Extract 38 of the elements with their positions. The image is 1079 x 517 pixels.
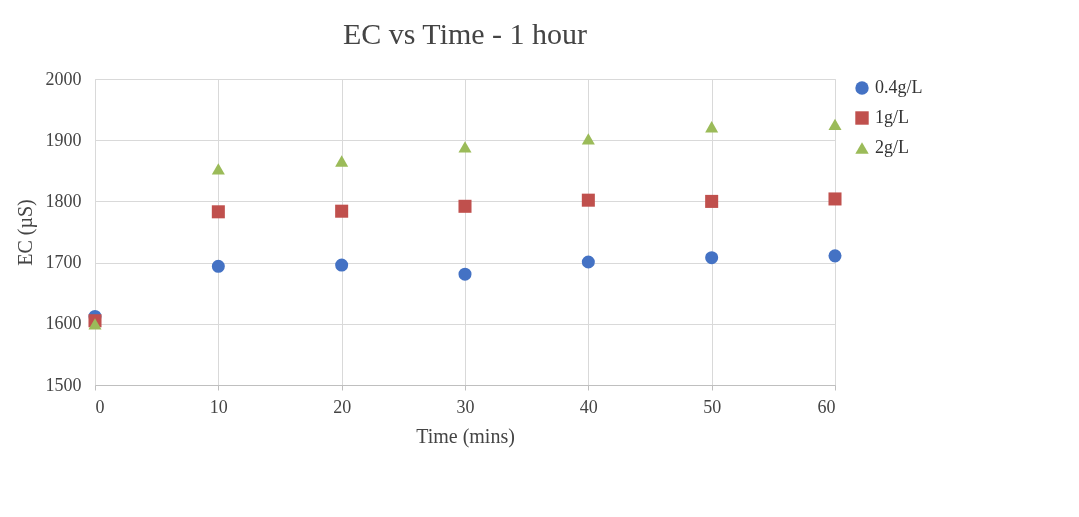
chart-title: EC vs Time - 1 hour — [342, 17, 588, 50]
point — [335, 258, 349, 272]
x-tick-label: 40 — [579, 396, 598, 417]
point — [705, 121, 719, 133]
y-tick-label: 1900 — [45, 129, 82, 150]
point — [458, 141, 472, 153]
x-tick-label: 0 — [95, 396, 105, 417]
legend-label: 0.4g/L — [875, 77, 923, 97]
point — [828, 249, 842, 263]
point — [581, 255, 595, 269]
legend-label: 2g/L — [875, 137, 909, 157]
point — [581, 193, 595, 207]
point — [705, 194, 719, 208]
point — [581, 133, 595, 145]
point — [705, 251, 719, 265]
legend-label: 1g/L — [875, 107, 909, 127]
point — [211, 205, 225, 219]
x-tick-label: 30 — [456, 396, 475, 417]
y-tick-label: 1700 — [45, 252, 82, 273]
x-tick-label: 20 — [333, 396, 352, 417]
x-axis-title: Time (mins) — [416, 424, 515, 448]
point — [88, 318, 102, 330]
point — [458, 267, 472, 281]
point — [211, 163, 225, 175]
x-tick-label: 50 — [703, 396, 722, 417]
y-tick-label: 2000 — [45, 68, 82, 89]
x-tick-label: 60 — [817, 396, 836, 417]
point — [828, 118, 842, 130]
point — [458, 199, 472, 213]
y-tick-label: 1500 — [45, 374, 82, 395]
x-tick-label: 10 — [209, 396, 228, 417]
point — [828, 192, 842, 206]
y-tick-label: 1600 — [45, 313, 82, 334]
point — [335, 155, 349, 167]
y-axis-title: EC (µS) — [13, 199, 37, 266]
point — [335, 204, 349, 218]
y-tick-label: 1800 — [45, 190, 82, 211]
point — [211, 259, 225, 273]
